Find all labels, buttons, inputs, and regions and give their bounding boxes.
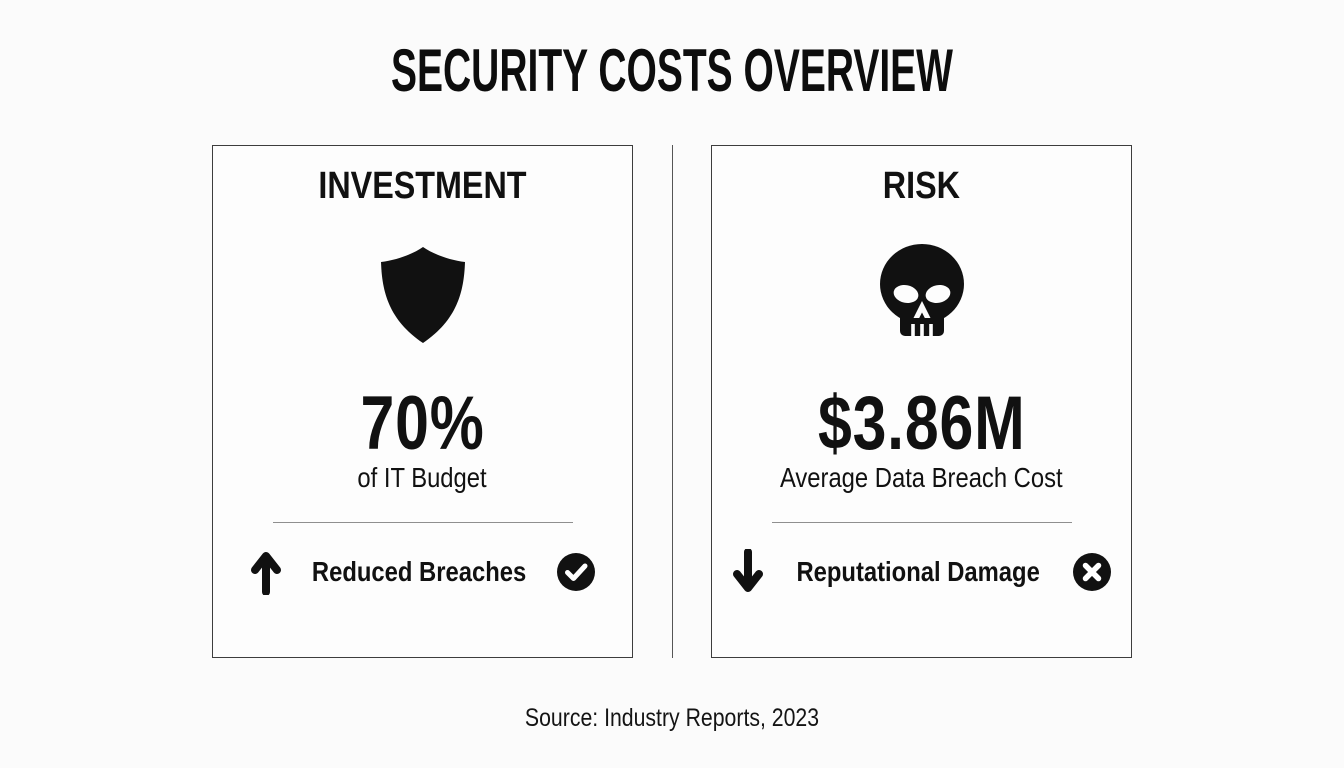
check-circle-icon	[556, 552, 596, 592]
investment-value-label: of IT Budget	[357, 462, 488, 493]
risk-card: RISK $3.86M Average Data Breach Cost	[711, 145, 1132, 658]
panel-gap	[633, 145, 711, 658]
investment-card-divider	[272, 522, 573, 523]
source-note: Source: Industry Reports, 2023	[524, 704, 820, 732]
investment-card: INVESTMENT 70% of IT Budget Reduced Brea…	[212, 145, 633, 658]
arrow-up-icon	[249, 549, 283, 596]
page-title: SECURITY COSTS OVERVIEW	[390, 37, 953, 104]
panel-divider	[671, 145, 673, 658]
x-circle-icon	[1072, 552, 1112, 592]
risk-trend-row: Reputational Damage	[731, 548, 1112, 595]
arrow-down-icon	[731, 548, 765, 595]
risk-card-heading: RISK	[882, 165, 961, 207]
investment-value: 70%	[360, 381, 485, 466]
investment-trend-label: Reduced Breaches	[312, 556, 527, 587]
risk-value-label: Average Data Breach Cost	[780, 462, 1063, 493]
comparison-panels: INVESTMENT 70% of IT Budget Reduced Brea…	[212, 145, 1132, 658]
shield-icon	[377, 244, 469, 346]
risk-value: $3.86M	[817, 381, 1026, 466]
investment-trend-row: Reduced Breaches	[249, 549, 596, 596]
risk-trend-label: Reputational Damage	[796, 556, 1041, 587]
skull-icon	[874, 244, 970, 346]
risk-card-divider	[771, 522, 1072, 523]
investment-card-heading: INVESTMENT	[318, 165, 527, 207]
